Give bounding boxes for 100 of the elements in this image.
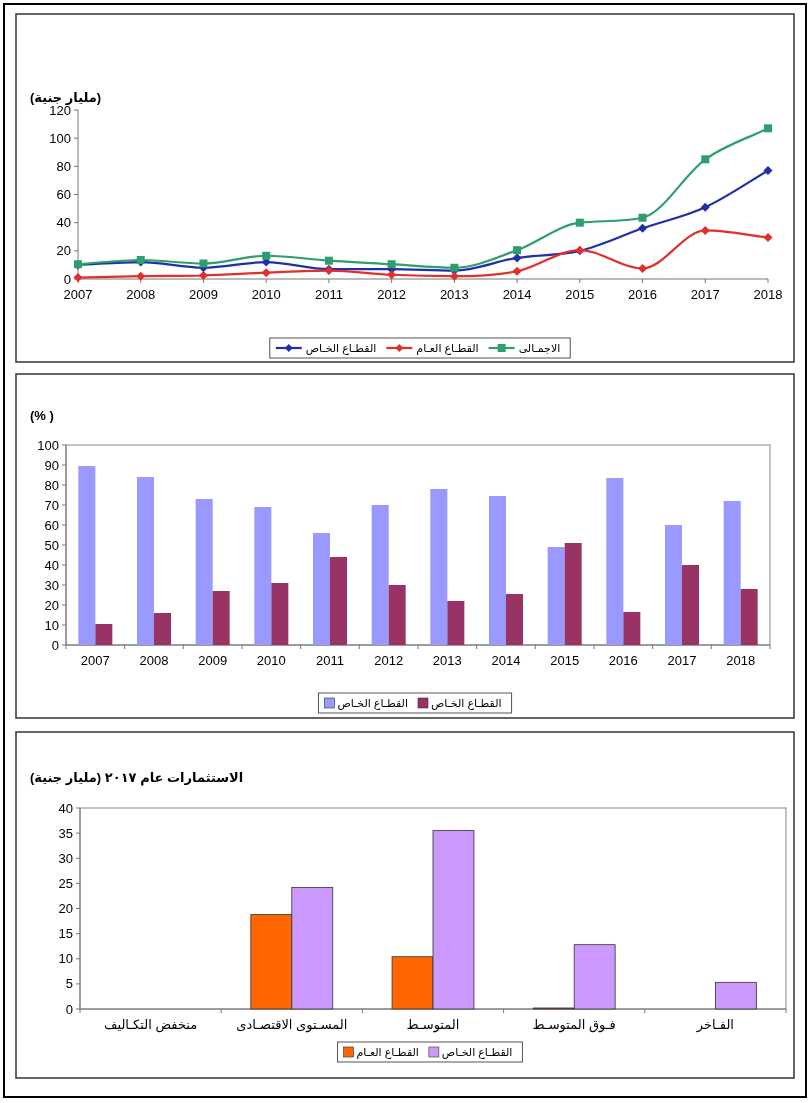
y-tick-label: 20 — [56, 243, 71, 259]
y-tick-label: 35 — [58, 825, 73, 841]
legend-label: الاجمـالى — [518, 342, 561, 354]
legend-label: القطـاع الخـاص — [337, 697, 408, 710]
bar — [682, 565, 700, 645]
point — [387, 260, 396, 269]
x-tick-label: 2018 — [726, 653, 756, 668]
x-tick-label: 2008 — [139, 653, 169, 668]
point — [764, 124, 772, 133]
y-tick-label: 5 — [65, 976, 73, 992]
point — [512, 253, 522, 263]
y-tick-label: 50 — [44, 537, 59, 553]
x-tick-label: 2013 — [432, 653, 462, 668]
y-tick-label: 10 — [58, 951, 73, 967]
x-tick-label: 2009 — [188, 287, 218, 302]
y-tick-label: 70 — [44, 497, 59, 513]
x-tick-label: 2014 — [491, 653, 521, 668]
bar — [330, 557, 348, 645]
y-tick-label: 100 — [37, 437, 59, 453]
bar — [95, 624, 113, 645]
bar — [195, 499, 213, 645]
bar — [606, 478, 624, 645]
x-tick-label: 2018 — [753, 287, 783, 302]
bar — [312, 533, 330, 645]
x-tick-label: 2007 — [63, 287, 93, 302]
x-tick-label: الفـاخر — [695, 1017, 734, 1033]
x-tick-label: 2015 — [550, 653, 580, 668]
point — [700, 225, 710, 235]
y-tick-label: 40 — [44, 557, 59, 573]
x-tick-label: 2012 — [377, 287, 407, 302]
bar — [506, 594, 524, 645]
point — [136, 271, 146, 281]
bar — [430, 489, 448, 645]
y-tick-label: 0 — [51, 637, 59, 653]
point — [324, 256, 333, 265]
point — [198, 270, 208, 280]
point — [199, 259, 208, 268]
point — [262, 251, 271, 260]
x-tick-label: 2008 — [126, 287, 156, 302]
bar — [212, 591, 230, 645]
y-tick-label: 30 — [44, 577, 59, 593]
bar — [723, 501, 741, 645]
y-tick-label: 30 — [58, 850, 73, 866]
x-tick-label: 2010 — [256, 653, 286, 668]
point — [638, 223, 648, 233]
bar — [254, 507, 272, 645]
x-tick-label: منخفض التكـاليف — [104, 1017, 198, 1033]
y-tick-label: 20 — [58, 901, 73, 916]
x-tick-label: 2017 — [667, 653, 697, 668]
bar — [388, 585, 406, 645]
point — [512, 266, 522, 276]
point — [763, 166, 773, 176]
bar — [154, 613, 172, 645]
bar — [371, 505, 389, 645]
point — [450, 263, 459, 272]
y-tick-label: 20 — [44, 597, 59, 613]
x-tick-label: 2013 — [439, 287, 469, 302]
y-tick-label: 15 — [58, 926, 73, 942]
y-tick-label: 0 — [65, 1001, 73, 1017]
x-tick-label: 2014 — [502, 287, 532, 302]
x-tick-label: 2016 — [608, 653, 638, 668]
y-tick-label: 0 — [63, 271, 71, 287]
x-tick-label: المسـتوى الاقتصـادى — [236, 1017, 348, 1033]
y-tick-label: 90 — [44, 457, 59, 473]
chart-title: الاستثمارات عام ٢٠١٧ (مليار جنية) — [30, 770, 244, 786]
bar — [623, 612, 641, 645]
point — [700, 202, 710, 212]
point — [261, 268, 271, 278]
point — [575, 218, 584, 227]
legend-label: القطـاع العـام — [356, 1046, 419, 1059]
y-tick-label: 25 — [58, 875, 73, 891]
bar — [447, 601, 465, 645]
legend-label: القطـاع الخـاص — [441, 1046, 513, 1059]
bar — [547, 547, 565, 645]
legend-label: القطـاع الخـاص — [305, 342, 377, 355]
point — [763, 232, 773, 242]
y-tick-label: 10 — [44, 617, 59, 633]
x-tick-label: 2017 — [690, 287, 720, 302]
bar — [664, 525, 682, 645]
x-tick-label: 2016 — [628, 287, 658, 302]
bar — [564, 543, 582, 645]
x-tick-label: 2011 — [314, 287, 343, 302]
x-tick-label: 2015 — [565, 287, 595, 302]
x-tick-label: 2009 — [198, 653, 228, 668]
bar — [271, 583, 289, 645]
y-tick-label: 100 — [49, 130, 71, 146]
y-tick-label: 40 — [58, 800, 73, 816]
y-tick-label: 60 — [56, 187, 71, 202]
point — [449, 271, 459, 281]
point — [638, 263, 648, 273]
legend-label: القطـاع العـام — [416, 342, 479, 355]
chart-title: (% ) — [30, 408, 54, 423]
y-tick-label: 80 — [56, 158, 71, 174]
y-tick-label: 80 — [44, 477, 59, 493]
x-tick-label: المتوسـط — [406, 1017, 460, 1033]
point — [73, 273, 83, 283]
point — [638, 213, 647, 222]
bar — [78, 466, 96, 645]
x-tick-label: 2012 — [374, 653, 404, 668]
point — [513, 246, 522, 255]
